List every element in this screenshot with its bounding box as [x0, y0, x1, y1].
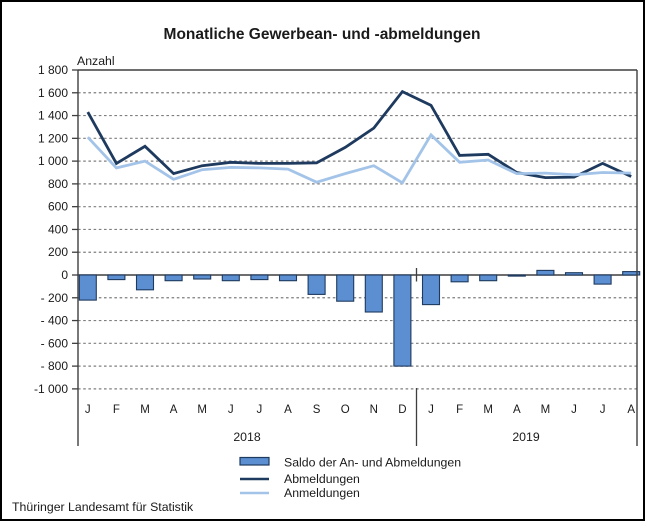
x-axis-month-label: A — [627, 404, 635, 416]
saldo-bar-7 — [250, 274, 269, 281]
x-axis-month-label: A — [513, 404, 521, 416]
saldo-bar-11 — [364, 274, 383, 313]
saldo-bar-9 — [307, 274, 326, 295]
y-axis-tick-label: - 800 — [41, 359, 69, 373]
x-axis-month-label: J — [228, 404, 234, 416]
y-axis-tick-label: 200 — [48, 245, 68, 259]
legend-anmeldungen-label: Anmeldungen — [284, 486, 360, 500]
y-axis-tick-label: 1 800 — [38, 63, 68, 77]
y-axis-tick-label: - 600 — [41, 336, 69, 350]
saldo-bar-18 — [564, 272, 584, 276]
y-axis-tick-label: 1 200 — [38, 131, 68, 145]
x-axis-month-label: D — [398, 404, 406, 416]
series-lines-layer — [86, 89, 632, 185]
saldo-bar-19 — [593, 274, 612, 285]
saldo-bar-17 — [536, 269, 555, 276]
y-axis-tick-label: 1 000 — [38, 154, 68, 168]
legend-saldo-swatch — [239, 456, 270, 466]
y-axis-layer: 1 800 1 600 1 400 1 200 1 000 800 600 400 200 0 - … — [34, 63, 78, 396]
legend: Saldo der An- und Abmeldungen Abmeldunge… — [239, 456, 461, 500]
y-axis-tick-label: 800 — [48, 177, 68, 191]
saldo-bar-2 — [107, 274, 126, 281]
x-axis-month-label: M — [197, 404, 207, 416]
saldo-bar-16 — [507, 274, 526, 277]
legend-saldo-label: Saldo der An- und Abmeldungen — [284, 456, 461, 470]
saldo-bar-4 — [164, 274, 183, 282]
saldo-bar-6 — [221, 274, 240, 282]
y-axis-tick-label: 0 — [61, 268, 68, 282]
x-axis-month-label: J — [257, 404, 263, 416]
saldo-bar-14 — [450, 274, 469, 283]
x-axis-month-label: M — [483, 404, 493, 416]
x-axis-month-label: A — [284, 404, 292, 416]
saldo-bar-1 — [78, 274, 97, 301]
saldo-bar-5 — [193, 274, 212, 280]
legend-abmeldungen-label: Abmeldungen — [284, 472, 360, 486]
y-axis-tick-label: - 200 — [41, 291, 69, 305]
x-axis-month-label: F — [113, 404, 120, 416]
saldo-bar-3 — [135, 274, 155, 291]
saldo-bar-20 — [622, 271, 641, 276]
y-axis-tick-label: 1 400 — [38, 109, 68, 123]
y-axis-tick-label: - 400 — [41, 314, 69, 328]
year-label-2018: 2018 — [233, 430, 261, 444]
x-axis-month-label: M — [541, 404, 551, 416]
y-axis-unit-label: Anzahl — [77, 54, 115, 68]
x-axis-month-label: M — [140, 404, 150, 416]
x-axis-month-label: A — [170, 404, 178, 416]
saldo-bar-8 — [278, 274, 298, 282]
y-axis-tick-label: -1 000 — [34, 382, 68, 396]
year-label-2019: 2019 — [512, 430, 540, 444]
x-axis-month-label: O — [341, 404, 350, 416]
saldo-bar-15 — [479, 274, 498, 282]
saldo-bar-12 — [393, 274, 412, 367]
saldo-bar-13 — [421, 274, 441, 306]
y-axis-tick-label: 400 — [48, 222, 68, 236]
x-axis-month-label: N — [370, 404, 378, 416]
saldo-bar-10 — [336, 274, 355, 302]
anmeldungen-line — [86, 132, 632, 185]
abmeldungen-line — [86, 89, 632, 180]
x-axis-month-label: F — [456, 404, 463, 416]
x-axis-month-label: J — [600, 404, 606, 416]
gridlines-layer — [78, 69, 637, 390]
source-footer: Thüringer Landesamt für Statistik — [12, 500, 194, 514]
chart-title: Monatliche Gewerbean- und -abmeldungen — [164, 26, 481, 43]
saldo-bars-layer — [78, 269, 641, 367]
x-axis-month-label: J — [571, 404, 577, 416]
y-axis-tick-label: 600 — [48, 200, 68, 214]
y-axis-tick-label: 1 600 — [38, 86, 68, 100]
x-axis-month-label: S — [313, 404, 321, 416]
x-axis-month-label: J — [428, 404, 434, 416]
x-axis-month-label: J — [85, 404, 91, 416]
